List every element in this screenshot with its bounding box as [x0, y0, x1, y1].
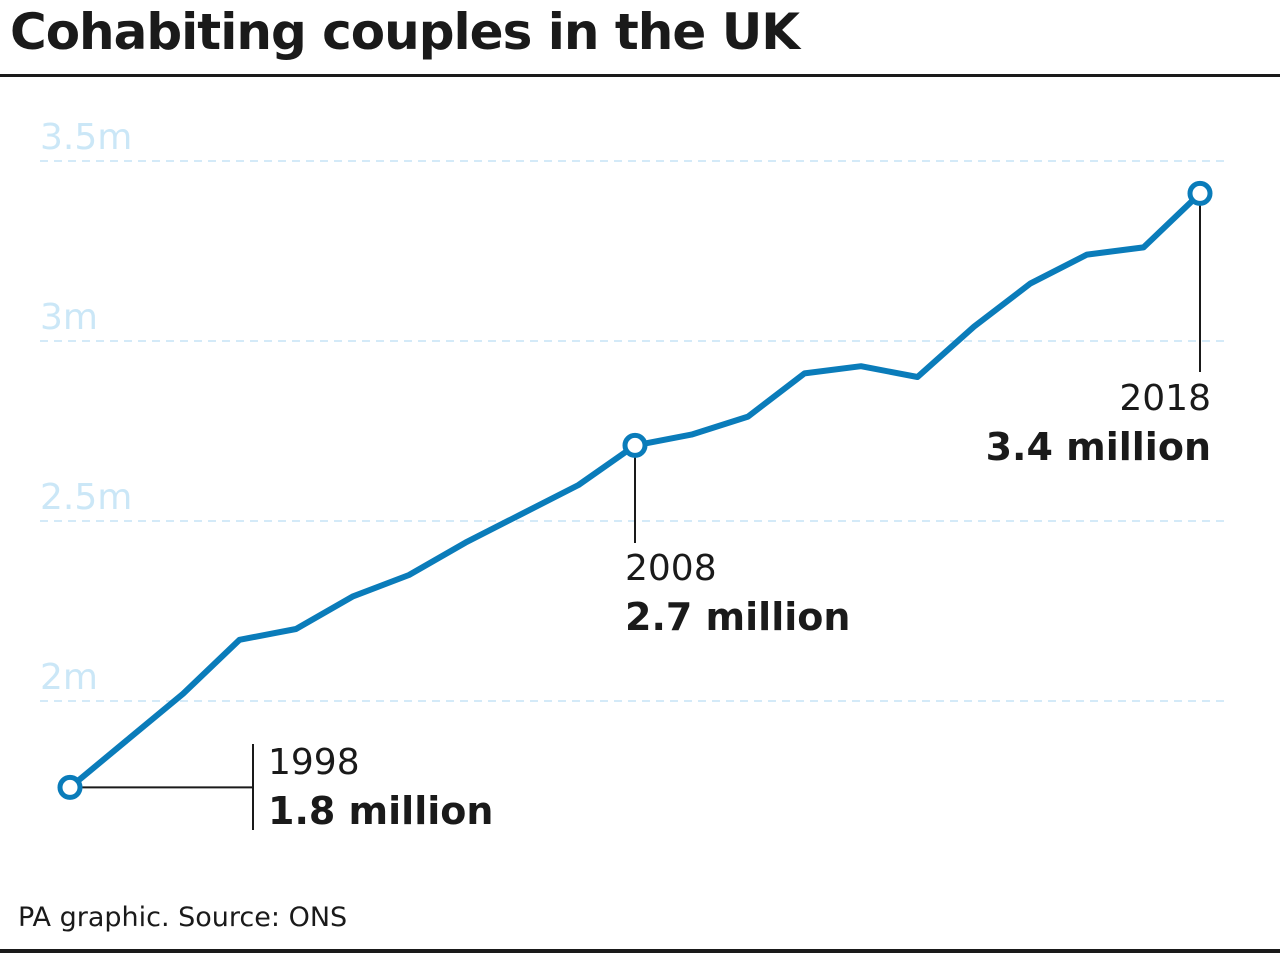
- annotation-year: 2008: [625, 548, 717, 589]
- title-divider: [0, 74, 1280, 77]
- annotation-year: 2018: [1119, 378, 1211, 419]
- annotation-value: 3.4 million: [986, 425, 1211, 469]
- annotation-labels: 1998 1.8 million 2008 2.7 million 2018 3.4 mi…: [268, 378, 1211, 833]
- data-point-marker: [622, 432, 648, 458]
- source-credit: PA graphic. Source: ONS: [18, 902, 348, 933]
- chart-title: Cohabiting couples in the UK: [10, 3, 800, 61]
- y-tick-label: 2m: [40, 657, 98, 698]
- annotation-value: 1.8 million: [268, 789, 493, 833]
- y-axis-tick-labels: 2m 2.5m 3m 3.5m: [40, 117, 132, 698]
- annotation-markers: [57, 180, 1213, 800]
- y-tick-label: 2.5m: [40, 477, 132, 518]
- annotation-leader-lines: [82, 205, 1201, 830]
- y-tick-label: 3.5m: [40, 117, 132, 158]
- y-tick-label: 3m: [40, 297, 98, 338]
- footer-divider: [0, 949, 1280, 953]
- data-point-marker: [57, 774, 83, 800]
- data-point-marker: [1187, 180, 1213, 206]
- annotation-value: 2.7 million: [625, 595, 850, 639]
- annotation-year: 1998: [268, 742, 360, 783]
